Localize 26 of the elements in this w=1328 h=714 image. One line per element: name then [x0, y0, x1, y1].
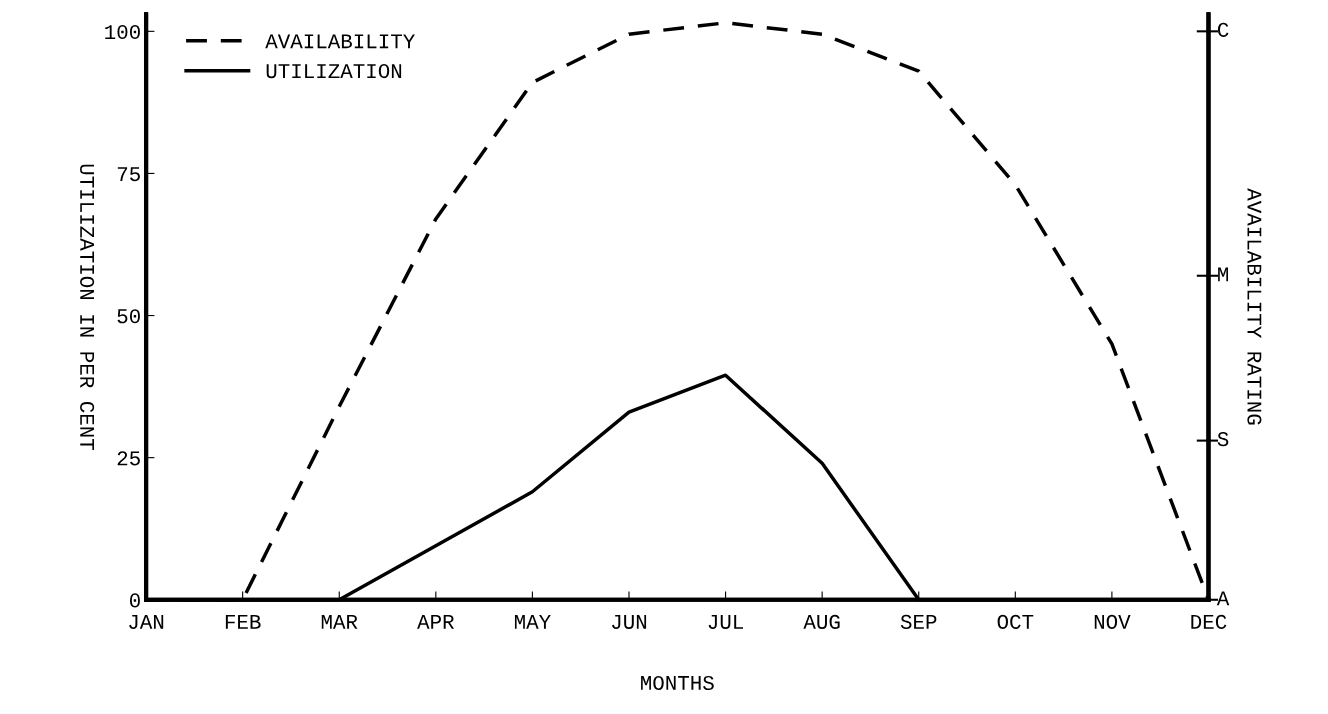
x-tick-label: MAY [514, 615, 551, 629]
y-tick-label: 75 [117, 167, 140, 182]
x-tick-label: NOV [1094, 614, 1131, 629]
ref-line-label: A [1216, 591, 1230, 606]
x-tick-label: MAR [321, 615, 358, 629]
y2-axis-title: AVAILABILITY RATING [1247, 188, 1262, 425]
x-tick-label: SEP [900, 614, 937, 629]
x-tick-label: AUG [803, 614, 840, 629]
y-tick-label: 50 [117, 309, 140, 324]
y-tick-label: 25 [117, 451, 140, 466]
ref-line-label: M [1218, 267, 1228, 282]
x-tick-label: JAN [129, 615, 164, 629]
y-axis-title: UTILIZATION IN PER CENT [80, 164, 95, 450]
x-tick-label: JUL [708, 615, 744, 629]
legend-label: AVAILABILITY [265, 34, 415, 49]
ref-line-label: S [1217, 432, 1229, 447]
ref-line-label: C [1217, 22, 1229, 37]
x-tick-label: OCT [997, 614, 1034, 629]
x-tick-label: DEC [1191, 614, 1227, 629]
y-tick-label: 0 [129, 593, 140, 608]
legend-label: UTILIZATION [266, 64, 402, 79]
y-tick-label: 100 [105, 24, 140, 40]
x-axis-title: MONTHS [641, 675, 714, 691]
x-tick-label: FEB [225, 615, 261, 629]
x-tick-label: APR [417, 615, 455, 629]
x-tick-label: JUN [612, 615, 647, 629]
